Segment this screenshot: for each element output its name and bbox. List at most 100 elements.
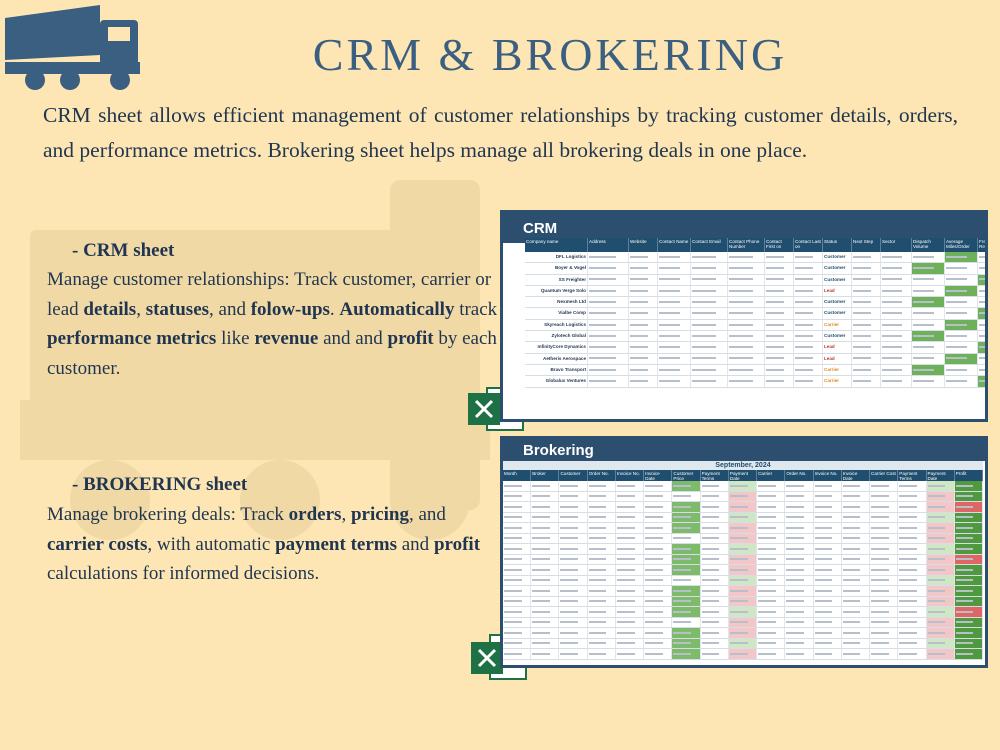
cell bbox=[852, 297, 881, 308]
cell bbox=[912, 252, 945, 263]
cell bbox=[616, 586, 645, 596]
cell bbox=[672, 628, 701, 638]
cell-placeholder bbox=[899, 579, 917, 582]
cell-placeholder bbox=[589, 323, 616, 326]
cell bbox=[588, 263, 629, 274]
column-header: Contact Email bbox=[691, 238, 728, 252]
cell bbox=[588, 342, 629, 353]
cell-placeholder bbox=[701, 600, 720, 603]
cell-placeholder bbox=[814, 589, 833, 592]
status: Customer bbox=[823, 252, 852, 263]
column-header: Payment Terms bbox=[701, 470, 729, 481]
cell bbox=[794, 308, 823, 319]
cell bbox=[978, 263, 985, 273]
cell bbox=[954, 533, 983, 543]
column-header: Invoice No. bbox=[814, 470, 842, 481]
cell bbox=[765, 263, 794, 274]
cell-placeholder bbox=[588, 484, 607, 487]
cell bbox=[912, 376, 945, 387]
column-header: Invoice Date bbox=[842, 470, 871, 481]
bold-text: Automatically bbox=[339, 298, 455, 320]
cell bbox=[954, 638, 983, 648]
cell bbox=[691, 319, 728, 331]
cell bbox=[898, 628, 927, 638]
cell-placeholder bbox=[616, 516, 635, 519]
cell bbox=[644, 575, 673, 585]
column-header: Address bbox=[588, 238, 629, 252]
cell bbox=[701, 544, 729, 554]
cell-placeholder bbox=[589, 267, 616, 270]
cell bbox=[531, 638, 560, 648]
cell-placeholder bbox=[532, 568, 550, 571]
cell-placeholder bbox=[532, 505, 550, 508]
cell bbox=[757, 502, 786, 512]
cell bbox=[898, 575, 927, 585]
cell-placeholder bbox=[899, 631, 917, 634]
cell bbox=[814, 596, 842, 606]
brokering-row bbox=[503, 638, 983, 649]
cell bbox=[814, 512, 842, 522]
cell bbox=[794, 331, 823, 342]
cell bbox=[881, 308, 912, 319]
cell-placeholder bbox=[979, 334, 985, 337]
cell-placeholder bbox=[673, 558, 692, 561]
column-header: Customer Price bbox=[672, 470, 701, 481]
cell bbox=[588, 565, 616, 575]
cell bbox=[644, 533, 673, 543]
cell-placeholder bbox=[871, 610, 889, 613]
cell bbox=[926, 607, 955, 617]
cell bbox=[559, 502, 588, 512]
cell bbox=[765, 297, 794, 308]
cell bbox=[616, 607, 645, 617]
cell bbox=[701, 607, 729, 617]
cell bbox=[926, 596, 955, 606]
cell bbox=[765, 308, 794, 319]
cell bbox=[588, 617, 616, 627]
cell-placeholder bbox=[853, 357, 872, 360]
cell-placeholder bbox=[786, 600, 804, 603]
cell-placeholder bbox=[729, 289, 753, 292]
crm-table: Company name Address Website Contact Name Co… bbox=[525, 238, 985, 388]
cell bbox=[852, 376, 881, 387]
cell-placeholder bbox=[758, 516, 776, 519]
cell bbox=[926, 533, 955, 543]
cell bbox=[503, 565, 532, 575]
cell-placeholder bbox=[645, 505, 663, 508]
cell-placeholder bbox=[979, 267, 985, 270]
cell-placeholder bbox=[532, 495, 550, 498]
crm-row: Boyer & Vogel Customer bbox=[525, 263, 985, 275]
cell bbox=[644, 554, 673, 564]
cell bbox=[912, 319, 945, 331]
cell-placeholder bbox=[979, 289, 985, 292]
cell bbox=[757, 586, 786, 596]
cell-placeholder bbox=[882, 278, 902, 281]
cell-placeholder bbox=[853, 346, 872, 349]
cell bbox=[757, 638, 786, 648]
cell-placeholder bbox=[630, 380, 649, 383]
cell-placeholder bbox=[701, 642, 720, 645]
cell bbox=[945, 353, 978, 364]
column-header: Contact Phone Number bbox=[728, 238, 765, 252]
cell bbox=[912, 274, 945, 285]
cell-placeholder bbox=[645, 600, 663, 603]
cell bbox=[588, 376, 629, 387]
cell-placeholder bbox=[729, 631, 748, 634]
cell-placeholder bbox=[814, 537, 833, 540]
cell bbox=[728, 252, 765, 263]
cell bbox=[898, 481, 927, 491]
cell bbox=[701, 649, 729, 659]
brokering-row bbox=[503, 649, 983, 660]
cell-placeholder bbox=[882, 300, 902, 303]
text: like bbox=[216, 328, 255, 349]
cell bbox=[852, 252, 881, 263]
cell-placeholder bbox=[927, 589, 946, 592]
cell-placeholder bbox=[645, 652, 663, 655]
cell bbox=[531, 596, 560, 606]
cell bbox=[757, 575, 786, 585]
cell bbox=[757, 533, 786, 543]
cell bbox=[842, 575, 871, 585]
cell-placeholder bbox=[871, 484, 889, 487]
cell-placeholder bbox=[701, 568, 720, 571]
cell-placeholder bbox=[786, 526, 804, 529]
cell-placeholder bbox=[729, 516, 748, 519]
